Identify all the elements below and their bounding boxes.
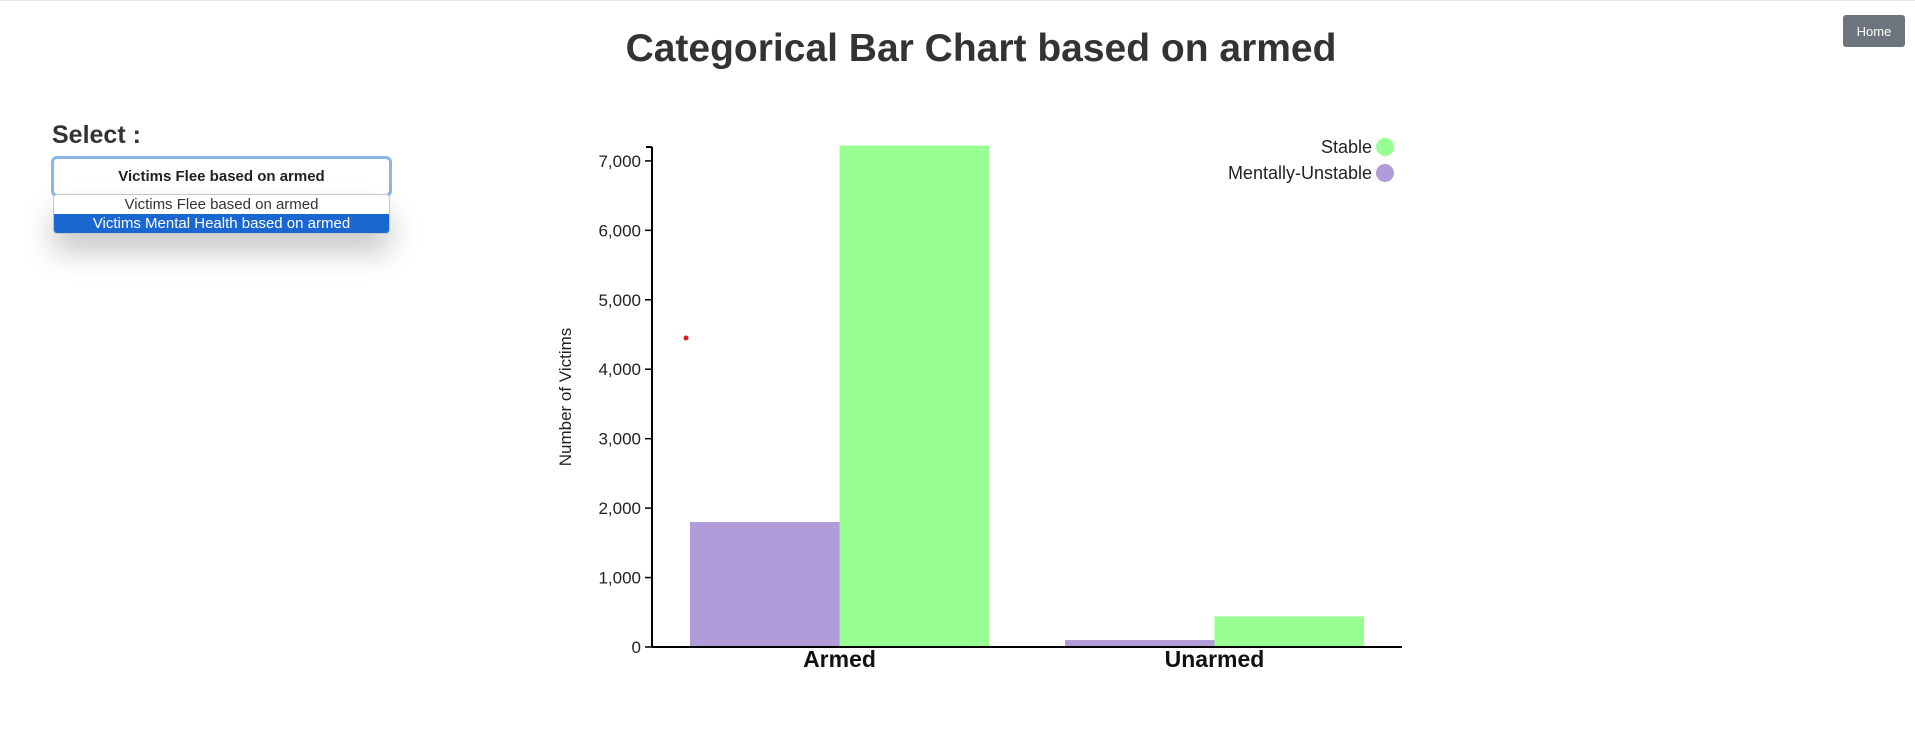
select-label: Select : <box>52 121 141 149</box>
bar-mentally-unstable-armed <box>690 522 840 647</box>
dropdown-option-mental-health[interactable]: Victims Mental Health based on armed <box>54 214 389 233</box>
y-tick-label: 4,000 <box>598 360 641 379</box>
outlier-dot <box>683 335 689 341</box>
legend-swatch <box>1376 164 1394 182</box>
y-tick-label: 2,000 <box>598 499 641 518</box>
y-tick-label: 1,000 <box>598 569 641 588</box>
y-tick-label: 3,000 <box>598 430 641 449</box>
chart-select[interactable]: Victims Flee based on armed <box>51 156 392 197</box>
x-category-label: Unarmed <box>1165 646 1265 672</box>
bar-mentally-unstable-unarmed <box>1065 640 1215 647</box>
legend-swatch <box>1376 138 1394 156</box>
bar-stable-armed <box>839 145 989 647</box>
y-tick-label: 7,000 <box>598 152 641 171</box>
page-title: Categorical Bar Chart based on armed <box>625 27 1337 70</box>
bar-stable-unarmed <box>1214 616 1364 647</box>
y-tick-label: 5,000 <box>598 291 641 310</box>
x-category-label: Armed <box>803 646 876 672</box>
select-dropdown-list: Victims Flee based on armed Victims Ment… <box>53 194 390 234</box>
legend-label: Mentally-Unstable <box>1228 163 1372 183</box>
home-button[interactable]: Home <box>1843 15 1905 47</box>
dropdown-option-flee[interactable]: Victims Flee based on armed <box>124 196 319 213</box>
y-tick-label: 6,000 <box>598 221 641 240</box>
legend-label: Stable <box>1321 137 1372 157</box>
y-tick-label: 0 <box>632 638 641 657</box>
y-axis-title: Number of Victims <box>556 328 575 467</box>
